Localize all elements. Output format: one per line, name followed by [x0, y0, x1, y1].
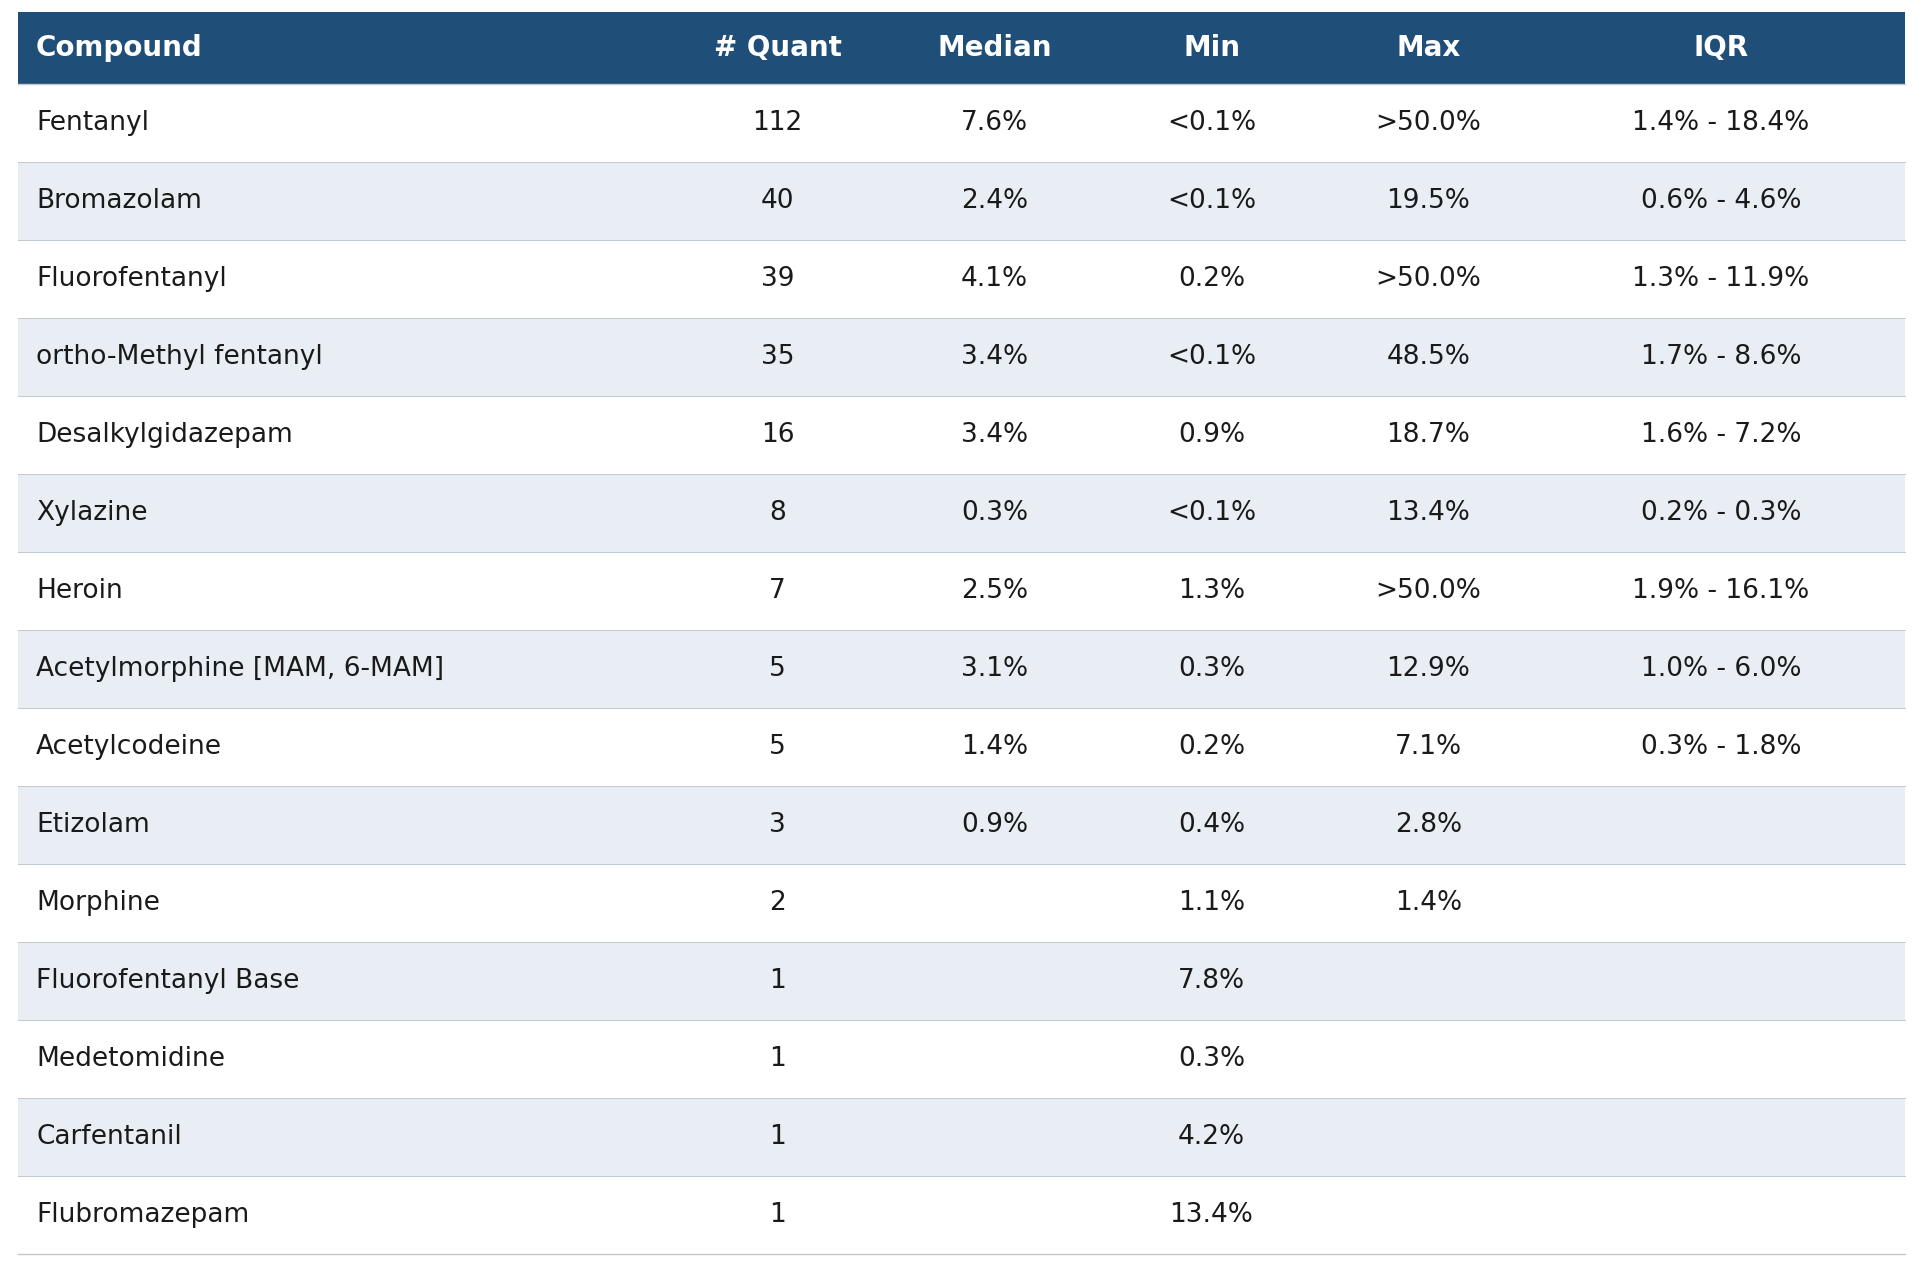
- Text: 0.2%: 0.2%: [1179, 266, 1244, 293]
- Text: Fluorofentanyl Base: Fluorofentanyl Base: [37, 967, 300, 994]
- Text: 2.5%: 2.5%: [962, 579, 1029, 604]
- Text: <0.1%: <0.1%: [1167, 189, 1256, 214]
- Bar: [17, 708, 1906, 786]
- Text: 1.9% - 16.1%: 1.9% - 16.1%: [1633, 579, 1810, 604]
- Text: 0.3%: 0.3%: [1179, 656, 1244, 683]
- Bar: [17, 83, 1906, 162]
- Text: 1.7% - 8.6%: 1.7% - 8.6%: [1640, 344, 1802, 370]
- Text: 13.4%: 13.4%: [1169, 1202, 1254, 1228]
- Bar: [17, 240, 1906, 318]
- Text: 1.3% - 11.9%: 1.3% - 11.9%: [1633, 266, 1810, 293]
- Text: 1: 1: [769, 1202, 787, 1228]
- Text: 1.6% - 7.2%: 1.6% - 7.2%: [1640, 422, 1802, 448]
- Text: 2.4%: 2.4%: [962, 189, 1029, 214]
- Text: 39: 39: [762, 266, 794, 293]
- Text: 7.8%: 7.8%: [1179, 967, 1244, 994]
- Text: Min: Min: [1183, 35, 1240, 62]
- Text: 1.4% - 18.4%: 1.4% - 18.4%: [1633, 110, 1810, 136]
- Text: Medetomidine: Medetomidine: [37, 1046, 225, 1073]
- Text: 12.9%: 12.9%: [1386, 656, 1471, 683]
- Text: 4.1%: 4.1%: [962, 266, 1029, 293]
- Text: 1: 1: [769, 1124, 787, 1150]
- Text: Fentanyl: Fentanyl: [37, 110, 148, 136]
- Bar: [17, 863, 1906, 942]
- Text: 13.4%: 13.4%: [1386, 500, 1471, 526]
- Text: 1.3%: 1.3%: [1179, 579, 1244, 604]
- Text: ortho-Methyl fentanyl: ortho-Methyl fentanyl: [37, 344, 323, 370]
- Text: Etizolam: Etizolam: [37, 812, 150, 838]
- Text: Acetylcodeine: Acetylcodeine: [37, 734, 221, 760]
- Text: 0.3% - 1.8%: 0.3% - 1.8%: [1640, 734, 1802, 760]
- Text: 4.2%: 4.2%: [1179, 1124, 1244, 1150]
- Text: 1.4%: 1.4%: [962, 734, 1029, 760]
- Text: 8: 8: [769, 500, 787, 526]
- Text: Compound: Compound: [37, 35, 202, 62]
- Text: 18.7%: 18.7%: [1386, 422, 1471, 448]
- Text: 5: 5: [769, 734, 787, 760]
- Text: 0.9%: 0.9%: [1179, 422, 1244, 448]
- Bar: [17, 1020, 1906, 1098]
- Text: Bromazolam: Bromazolam: [37, 189, 202, 214]
- Text: 5: 5: [769, 656, 787, 683]
- Text: Median: Median: [937, 35, 1052, 62]
- Text: 7.1%: 7.1%: [1394, 734, 1461, 760]
- Text: 0.6% - 4.6%: 0.6% - 4.6%: [1640, 189, 1802, 214]
- Text: 1: 1: [769, 967, 787, 994]
- Text: 19.5%: 19.5%: [1386, 189, 1471, 214]
- Bar: [17, 162, 1906, 240]
- Text: Acetylmorphine [MAM, 6-MAM]: Acetylmorphine [MAM, 6-MAM]: [37, 656, 444, 683]
- Text: >50.0%: >50.0%: [1375, 579, 1481, 604]
- Bar: [17, 1177, 1906, 1253]
- Text: Carfentanil: Carfentanil: [37, 1124, 183, 1150]
- Bar: [17, 12, 1906, 83]
- Text: Max: Max: [1396, 35, 1461, 62]
- Text: 0.4%: 0.4%: [1179, 812, 1244, 838]
- Text: 0.3%: 0.3%: [962, 500, 1029, 526]
- Text: Fluorofentanyl: Fluorofentanyl: [37, 266, 227, 293]
- Text: 1: 1: [769, 1046, 787, 1073]
- Text: Heroin: Heroin: [37, 579, 123, 604]
- Text: Xylazine: Xylazine: [37, 500, 148, 526]
- Bar: [17, 1098, 1906, 1177]
- Text: 1.0% - 6.0%: 1.0% - 6.0%: [1640, 656, 1802, 683]
- Text: Desalkylgidazepam: Desalkylgidazepam: [37, 422, 292, 448]
- Text: 7: 7: [769, 579, 787, 604]
- Text: 2.8%: 2.8%: [1394, 812, 1461, 838]
- Text: >50.0%: >50.0%: [1375, 110, 1481, 136]
- Text: 0.9%: 0.9%: [962, 812, 1029, 838]
- Bar: [17, 396, 1906, 473]
- Text: 3.1%: 3.1%: [962, 656, 1029, 683]
- Text: 3.4%: 3.4%: [962, 422, 1029, 448]
- Text: 2: 2: [769, 890, 787, 916]
- Text: >50.0%: >50.0%: [1375, 266, 1481, 293]
- Text: 35: 35: [762, 344, 794, 370]
- Text: 112: 112: [752, 110, 802, 136]
- Bar: [17, 630, 1906, 708]
- Text: # Quant: # Quant: [713, 35, 842, 62]
- Text: 0.2%: 0.2%: [1179, 734, 1244, 760]
- Bar: [17, 942, 1906, 1020]
- Text: 3.4%: 3.4%: [962, 344, 1029, 370]
- Text: <0.1%: <0.1%: [1167, 344, 1256, 370]
- Bar: [17, 318, 1906, 396]
- Text: <0.1%: <0.1%: [1167, 110, 1256, 136]
- Text: 40: 40: [762, 189, 794, 214]
- Text: 16: 16: [762, 422, 794, 448]
- Bar: [17, 786, 1906, 863]
- Text: 1.4%: 1.4%: [1394, 890, 1461, 916]
- Bar: [17, 552, 1906, 630]
- Text: 0.3%: 0.3%: [1179, 1046, 1244, 1073]
- Text: 48.5%: 48.5%: [1386, 344, 1471, 370]
- Text: 3: 3: [769, 812, 787, 838]
- Text: 0.2% - 0.3%: 0.2% - 0.3%: [1640, 500, 1802, 526]
- Text: <0.1%: <0.1%: [1167, 500, 1256, 526]
- Text: 1.1%: 1.1%: [1179, 890, 1244, 916]
- Text: 7.6%: 7.6%: [962, 110, 1029, 136]
- Bar: [17, 473, 1906, 552]
- Text: Morphine: Morphine: [37, 890, 160, 916]
- Text: IQR: IQR: [1694, 35, 1748, 62]
- Text: Flubromazepam: Flubromazepam: [37, 1202, 250, 1228]
